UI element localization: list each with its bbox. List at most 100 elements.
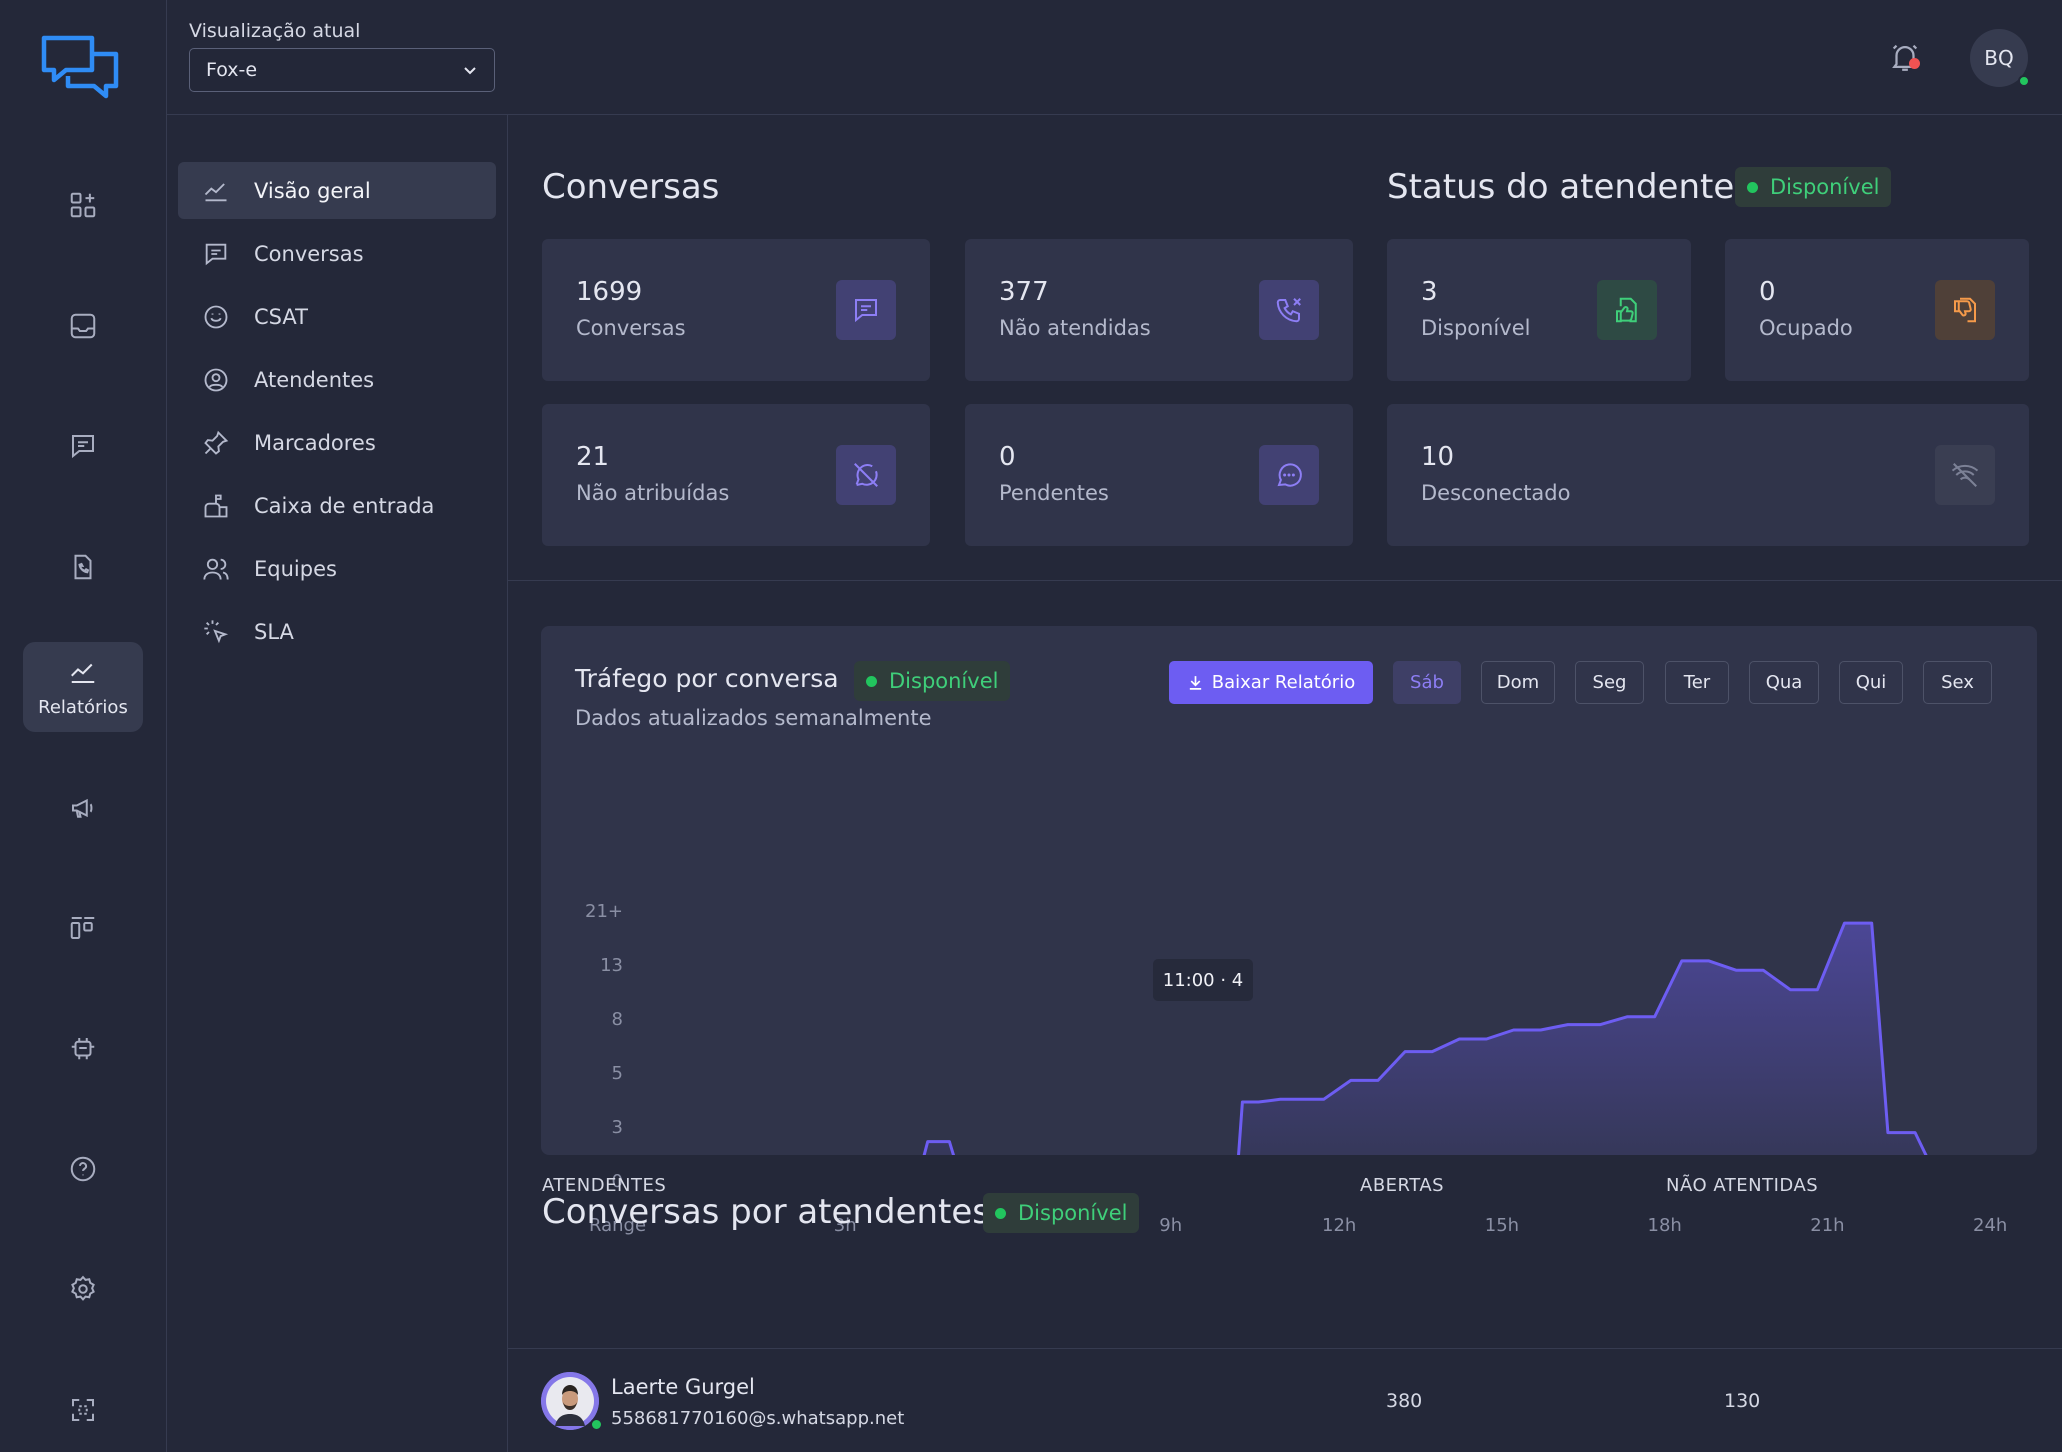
reports-subnav: Visão geral Conversas CSAT Atendentes Ma… xyxy=(167,115,508,1452)
rail-phone-doc-button[interactable] xyxy=(23,522,143,612)
subnav-item-label: CSAT xyxy=(254,304,308,329)
rail-dashboard-button[interactable] xyxy=(23,160,143,250)
stat-icon-box xyxy=(836,280,896,340)
subnav-item-label: Visão geral xyxy=(254,178,371,203)
subnav-item-inbox[interactable]: Caixa de entrada xyxy=(178,477,496,534)
rail-reports-button[interactable]: Relatórios xyxy=(23,642,143,732)
stat-label: Desconectado xyxy=(1421,481,1571,505)
expand-icon xyxy=(72,1399,94,1421)
subnav-item-label: Conversas xyxy=(254,241,364,266)
agent-status-title: Status do atendente xyxy=(1387,167,1735,207)
chevron-down-icon xyxy=(464,67,476,75)
stat-value: 3 xyxy=(1421,277,1438,307)
stat-label: Disponível xyxy=(1421,316,1531,340)
phone-document-icon xyxy=(74,554,92,580)
megaphone-icon xyxy=(72,798,93,818)
status-dot xyxy=(995,1207,1006,1219)
stat-value: 377 xyxy=(999,277,1049,307)
stat-card-unanswered[interactable]: 377 Não atendidas xyxy=(965,239,1353,381)
traffic-chart xyxy=(922,921,1928,1155)
stat-icon-box xyxy=(1259,280,1319,340)
day-label: Seg xyxy=(1592,672,1627,693)
rail-expand-button[interactable] xyxy=(23,1365,143,1452)
stat-label: Pendentes xyxy=(999,481,1109,505)
subnav-item-agents[interactable]: Atendentes xyxy=(178,351,496,408)
day-filter-fri[interactable]: Sex xyxy=(1923,661,1992,704)
subnav-item-tags[interactable]: Marcadores xyxy=(178,414,496,471)
stat-card-available[interactable]: 3 Disponível xyxy=(1387,239,1691,381)
agent-online-indicator xyxy=(590,1418,603,1431)
chat-dots-icon xyxy=(1277,463,1302,487)
rail-chat-button[interactable] xyxy=(23,401,143,491)
traffic-subtitle: Dados atualizados semanalmente xyxy=(575,706,932,730)
stat-icon-box xyxy=(1597,280,1657,340)
column-header-agents: ATENDENTES xyxy=(542,1175,667,1196)
app-logo-icon[interactable] xyxy=(40,34,120,100)
chat-icon xyxy=(72,435,94,459)
main-content: Conversas Status do atendente Disponível… xyxy=(508,115,2062,1452)
subnav-item-conversations[interactable]: Conversas xyxy=(178,225,496,282)
y-tick-label: 21+ xyxy=(585,901,623,922)
agents-table-title: Conversas por atendentes xyxy=(542,1192,990,1232)
chart-tooltip: 11:00 · 4 xyxy=(1153,959,1253,1001)
subnav-item-overview[interactable]: Visão geral xyxy=(178,162,496,219)
agent-name: Laerte Gurgel xyxy=(611,1375,755,1399)
notifications-button[interactable] xyxy=(1888,40,1922,74)
day-filter-thu[interactable]: Qui xyxy=(1839,661,1903,704)
stat-card-conversations[interactable]: 1699 Conversas xyxy=(542,239,930,381)
day-filter-wed[interactable]: Qua xyxy=(1749,661,1819,704)
message-icon xyxy=(205,243,227,265)
stat-value: 10 xyxy=(1421,442,1455,472)
stat-value: 1699 xyxy=(576,277,643,307)
x-tick-label: 12h xyxy=(1322,1215,1357,1236)
rail-kanban-button[interactable] xyxy=(23,883,143,973)
chart-line-icon xyxy=(204,182,227,201)
stat-card-pending[interactable]: 0 Pendentes xyxy=(965,404,1353,546)
rail-inbox-button[interactable] xyxy=(23,281,143,371)
gear-icon xyxy=(71,1275,95,1301)
y-tick-label: 8 xyxy=(611,1009,623,1030)
stat-icon-box xyxy=(1259,445,1319,505)
user-initials: BQ xyxy=(1984,46,2014,70)
day-filter-tue[interactable]: Ter xyxy=(1665,661,1729,704)
day-label: Ter xyxy=(1683,672,1711,693)
day-filter-mon[interactable]: Seg xyxy=(1575,661,1644,704)
stat-card-busy[interactable]: 0 Ocupado xyxy=(1725,239,2029,381)
user-circle-icon xyxy=(204,368,228,391)
day-filter-sat[interactable]: Sáb xyxy=(1393,661,1461,704)
reports-icon xyxy=(71,663,95,683)
table-header-divider xyxy=(508,1348,2062,1349)
stat-card-disconnected[interactable]: 10 Desconectado xyxy=(1387,404,2029,546)
day-label: Sex xyxy=(1941,672,1974,693)
stat-label: Conversas xyxy=(576,316,686,340)
agents-status-badge: Disponível xyxy=(983,1193,1140,1233)
rail-bot-button[interactable] xyxy=(23,1003,143,1093)
pin-icon xyxy=(204,430,229,455)
y-tick-label: 5 xyxy=(611,1063,623,1084)
stat-card-unassigned[interactable]: 21 Não atribuídas xyxy=(542,404,930,546)
doc-thumb-down-icon xyxy=(1954,297,1976,323)
subnav-item-teams[interactable]: Equipes xyxy=(178,540,496,597)
rail-campaigns-button[interactable] xyxy=(23,763,143,853)
traffic-status-badge: Disponível xyxy=(854,661,1011,701)
mailbox-icon xyxy=(204,494,228,517)
rail-help-button[interactable] xyxy=(23,1124,143,1214)
traffic-series-line xyxy=(922,921,1928,1155)
day-filter-sun[interactable]: Dom xyxy=(1481,661,1555,704)
agent-email: 558681770160@s.whatsapp.net xyxy=(611,1408,905,1429)
stat-icon-box xyxy=(836,445,896,505)
conversations-title: Conversas xyxy=(542,167,720,207)
user-avatar[interactable]: BQ xyxy=(1970,29,2030,87)
dashboard-add-icon xyxy=(70,192,96,218)
day-label: Qua xyxy=(1765,672,1803,693)
rail-settings-button[interactable] xyxy=(23,1244,143,1334)
help-icon xyxy=(70,1156,96,1182)
bell-icon xyxy=(1892,44,1918,71)
current-view-select[interactable]: Fox-e xyxy=(189,48,495,92)
subnav-item-csat[interactable]: CSAT xyxy=(178,288,496,345)
status-dot xyxy=(866,675,877,687)
phone-missed-icon xyxy=(1276,298,1301,323)
doc-thumb-up-icon xyxy=(1616,297,1637,323)
subnav-item-sla[interactable]: SLA xyxy=(178,603,496,660)
download-report-button[interactable]: Baixar Relatório xyxy=(1169,661,1373,704)
